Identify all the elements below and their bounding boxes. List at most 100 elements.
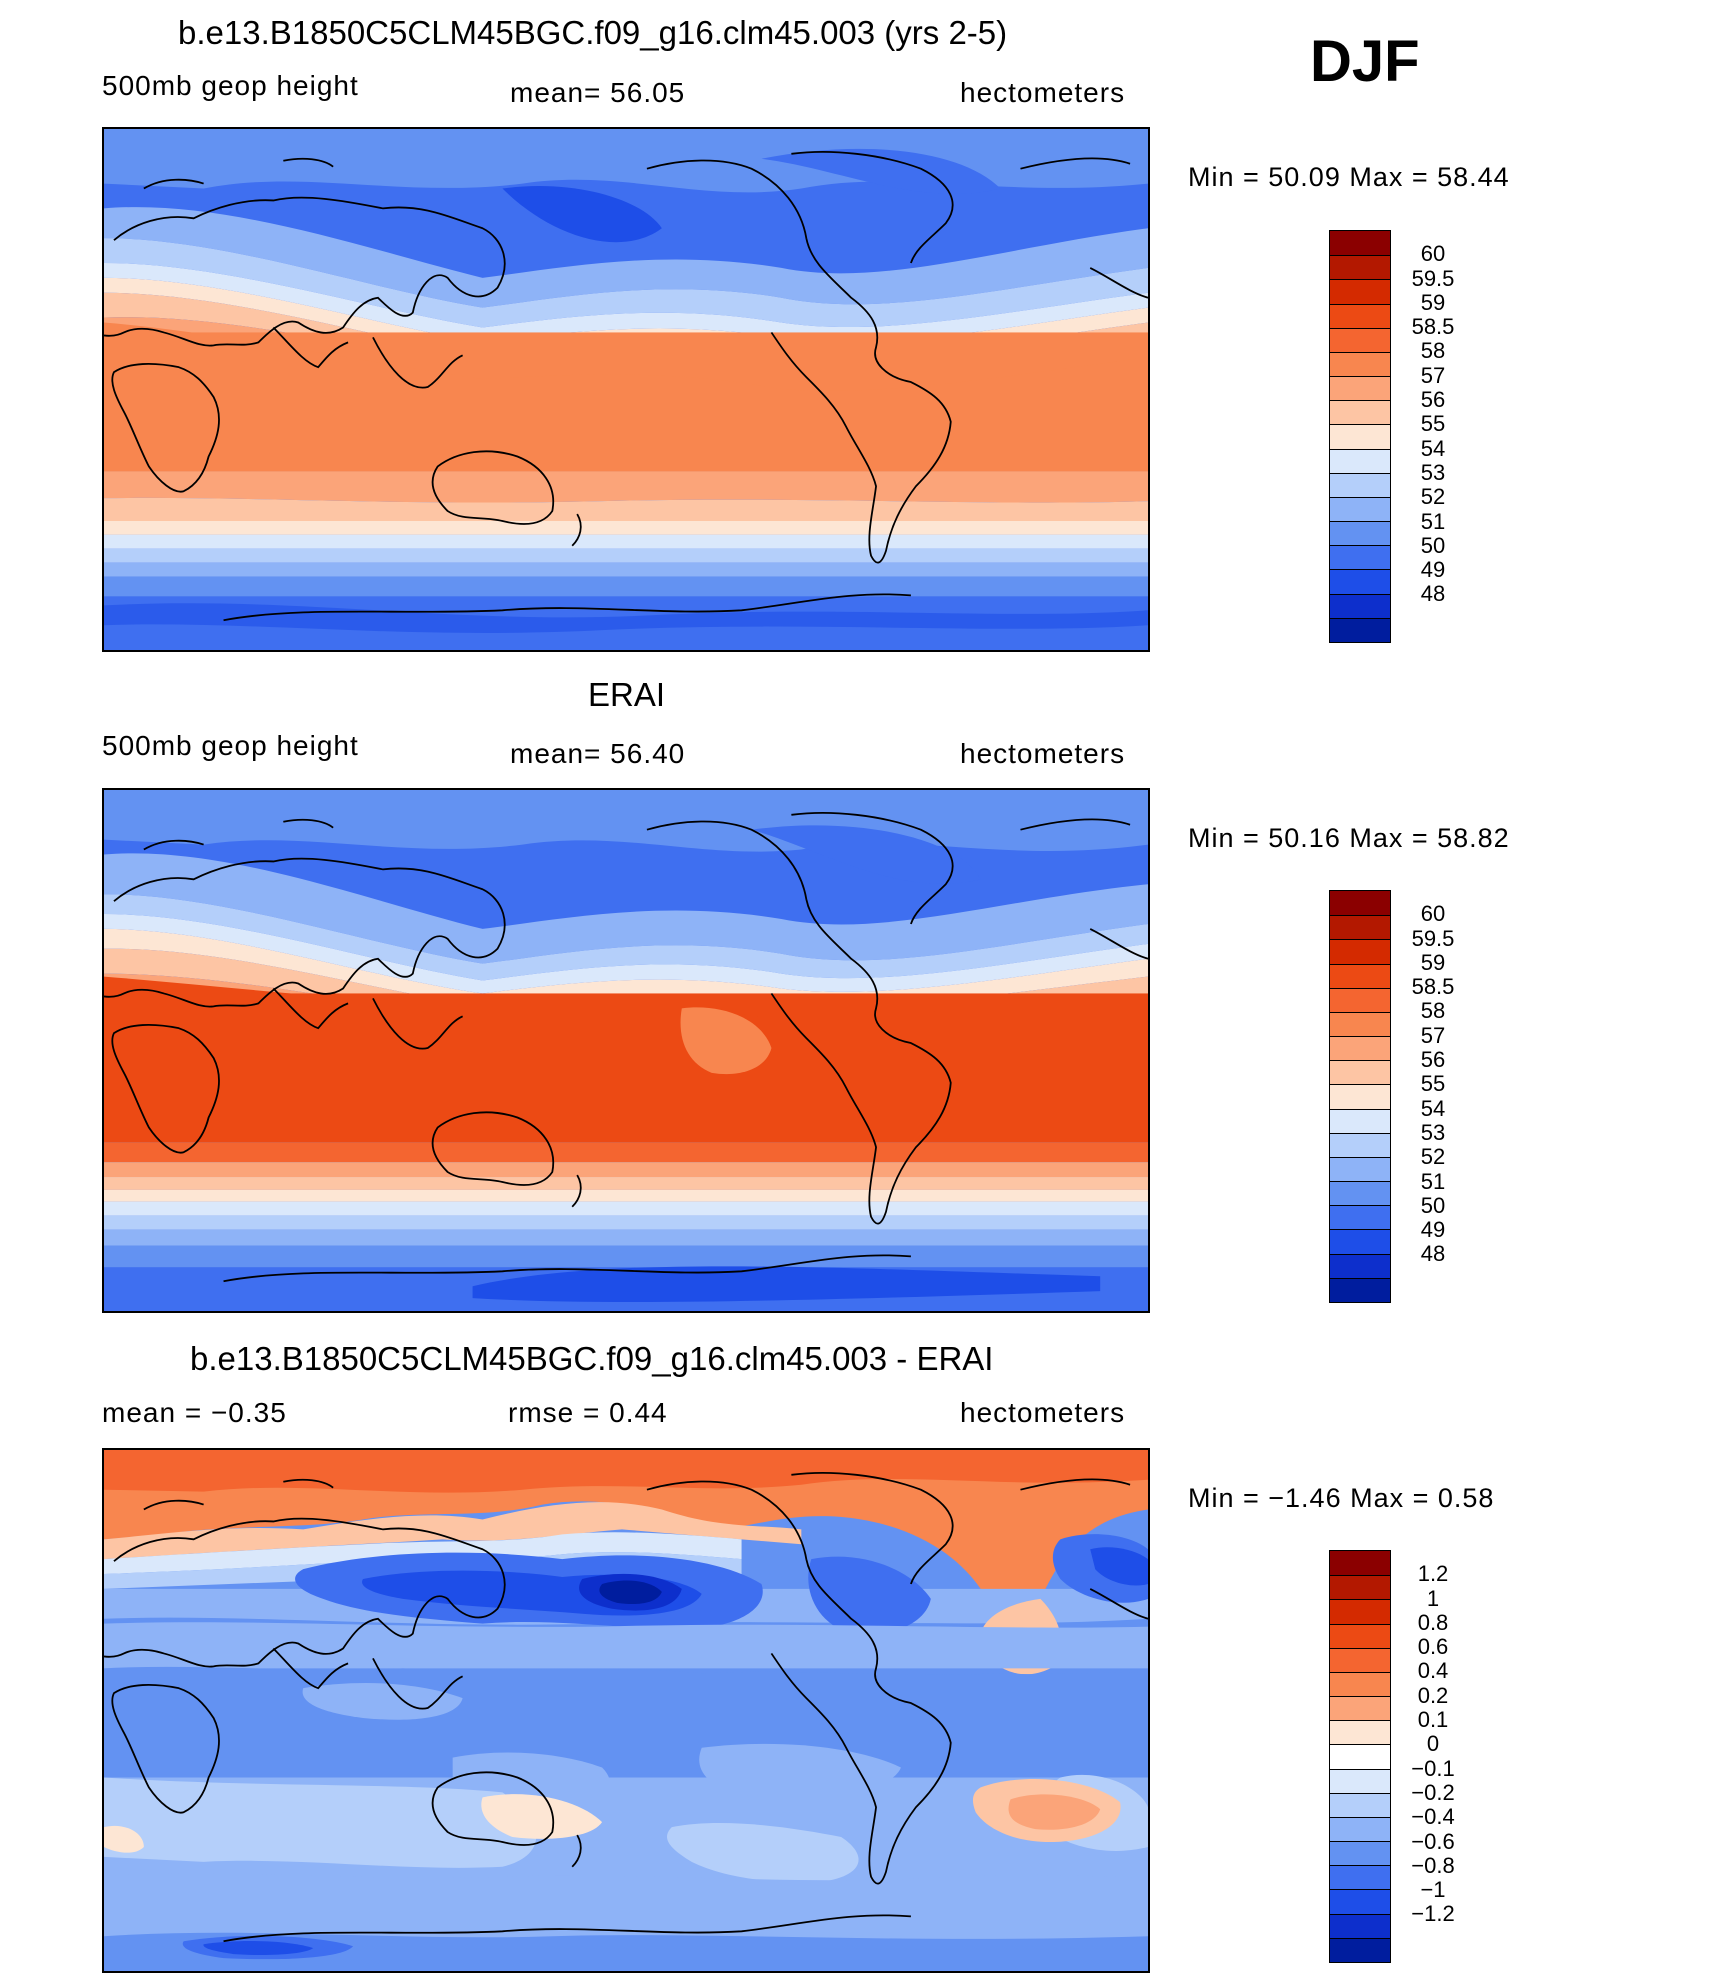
colorbar-swatch bbox=[1330, 303, 1390, 328]
colorbar-label: 58 bbox=[1420, 998, 1446, 1024]
coastlines bbox=[104, 812, 1148, 1283]
colorbar-label: −0.8 bbox=[1411, 1852, 1455, 1878]
colorbar-label: 53 bbox=[1420, 459, 1446, 485]
colorbar-swatch bbox=[1330, 1841, 1390, 1866]
colorbar-swatch bbox=[1330, 1277, 1390, 1302]
panel-1-left-label: 500mb geop height bbox=[102, 70, 359, 101]
colorbar-swatch bbox=[1330, 1671, 1390, 1697]
colorbar-label: 54 bbox=[1420, 435, 1446, 461]
colorbar-label: 0.2 bbox=[1417, 1682, 1449, 1708]
colorbar-swatch bbox=[1330, 593, 1390, 618]
panel-1-map bbox=[102, 127, 1150, 652]
panel-1-minmax: Min = 50.09 Max = 58.44 bbox=[1188, 162, 1510, 192]
colorbar-label: −1 bbox=[1420, 1877, 1446, 1903]
colorbar-label: 54 bbox=[1420, 1095, 1446, 1121]
panel-3-mean: mean = −0.35 bbox=[102, 1397, 287, 1428]
colorbar-swatch bbox=[1330, 987, 1390, 1012]
colorbar-swatch bbox=[1330, 1937, 1390, 1962]
colorbar-label: 49 bbox=[1420, 557, 1446, 583]
panel-1-title: b.e13.B1850C5CLM45BGC.f09_g16.clm45.003 … bbox=[178, 14, 1008, 51]
colorbar-swatch bbox=[1330, 1084, 1390, 1109]
colorbar-swatch bbox=[1330, 1744, 1390, 1769]
colorbar-swatch bbox=[1330, 231, 1390, 256]
colorbar-swatch bbox=[1330, 1575, 1390, 1600]
colorbar-swatch bbox=[1330, 1205, 1390, 1230]
colorbar-label: 0.4 bbox=[1417, 1658, 1449, 1684]
panel-3-units: hectometers bbox=[960, 1397, 1126, 1428]
colorbar-swatch bbox=[1330, 351, 1390, 377]
colorbar-label: −0.1 bbox=[1411, 1755, 1455, 1781]
colorbar-swatch bbox=[1330, 545, 1390, 570]
colorbar-label: −0.4 bbox=[1411, 1804, 1455, 1830]
colorbar-label: 0 bbox=[1426, 1731, 1440, 1757]
season-label: DJF bbox=[1310, 29, 1420, 94]
colorbar-swatch bbox=[1330, 1913, 1390, 1938]
colorbar-swatch bbox=[1330, 424, 1390, 449]
colorbar-swatch bbox=[1330, 521, 1390, 546]
colorbar-swatch bbox=[1330, 569, 1390, 594]
panel-2-title: ERAI bbox=[588, 676, 666, 713]
colorbar-swatch bbox=[1330, 255, 1390, 280]
colorbar-label: 50 bbox=[1420, 1192, 1446, 1218]
colorbar-swatch bbox=[1330, 1720, 1390, 1745]
colorbar-label: 60 bbox=[1420, 241, 1446, 267]
colorbar-label: 57 bbox=[1420, 362, 1446, 388]
colorbar-label: 55 bbox=[1420, 411, 1446, 437]
panel-3-contour-field bbox=[104, 1450, 1148, 1971]
panel-2-mean: mean= 56.40 bbox=[510, 738, 686, 769]
colorbar-swatch bbox=[1330, 1696, 1390, 1721]
panel-1-units: hectometers bbox=[960, 77, 1126, 108]
colorbar-label: 48 bbox=[1420, 1241, 1446, 1267]
colorbar-label: 59 bbox=[1420, 949, 1446, 975]
colorbar-label: 58.5 bbox=[1411, 314, 1455, 340]
panel-1-mean: mean= 56.05 bbox=[510, 77, 686, 108]
colorbar-label: 1.2 bbox=[1417, 1561, 1449, 1587]
panel-3-colorbar bbox=[1329, 1550, 1391, 1963]
colorbar-label: 52 bbox=[1420, 1144, 1446, 1170]
colorbar-label: 60 bbox=[1420, 901, 1446, 927]
colorbar-label: 0.8 bbox=[1417, 1609, 1449, 1635]
colorbar-label: 49 bbox=[1420, 1217, 1446, 1243]
colorbar-swatch bbox=[1330, 939, 1390, 964]
colorbar-swatch bbox=[1330, 1011, 1390, 1037]
colorbar-swatch bbox=[1330, 1156, 1390, 1182]
colorbar-swatch bbox=[1330, 448, 1390, 473]
colorbar-swatch bbox=[1330, 1551, 1390, 1576]
colorbar-label: 59.5 bbox=[1411, 925, 1455, 951]
colorbar-swatch bbox=[1330, 915, 1390, 940]
panel-2-colorbar bbox=[1329, 890, 1391, 1303]
colorbar-swatch bbox=[1330, 1816, 1390, 1842]
panel-3-minmax: Min = −1.46 Max = 0.58 bbox=[1188, 1483, 1495, 1513]
colorbar-label: 58.5 bbox=[1411, 974, 1455, 1000]
colorbar-label: 0.1 bbox=[1417, 1707, 1449, 1733]
colorbar-swatch bbox=[1330, 327, 1390, 352]
colorbar-label: −1.2 bbox=[1411, 1901, 1455, 1927]
colorbar-swatch bbox=[1330, 1229, 1390, 1254]
colorbar-swatch bbox=[1330, 1132, 1390, 1157]
colorbar-label: 59 bbox=[1420, 289, 1446, 315]
coastlines bbox=[104, 1472, 1148, 1943]
panel-3-map bbox=[102, 1448, 1150, 1973]
colorbar-swatch bbox=[1330, 1599, 1390, 1624]
panel-2-contour-field bbox=[104, 790, 1148, 1311]
colorbar-swatch bbox=[1330, 1647, 1390, 1672]
coastlines bbox=[104, 151, 1148, 622]
colorbar-label: 53 bbox=[1420, 1119, 1446, 1145]
colorbar-label: 51 bbox=[1420, 508, 1446, 534]
colorbar-label: 50 bbox=[1420, 532, 1446, 558]
colorbar-label: 56 bbox=[1420, 1047, 1446, 1073]
colorbar-swatch bbox=[1330, 496, 1390, 522]
colorbar-swatch bbox=[1330, 279, 1390, 304]
colorbar-label: −0.2 bbox=[1411, 1779, 1455, 1805]
colorbar-swatch bbox=[1330, 1792, 1390, 1817]
colorbar-swatch bbox=[1330, 472, 1390, 497]
colorbar-swatch bbox=[1330, 1108, 1390, 1133]
panel-3-rmse: rmse = 0.44 bbox=[508, 1397, 668, 1428]
panel-2-map bbox=[102, 788, 1150, 1313]
colorbar-swatch bbox=[1330, 1253, 1390, 1278]
colorbar-swatch bbox=[1330, 1768, 1390, 1793]
panel-2-units: hectometers bbox=[960, 738, 1126, 769]
colorbar-label: 52 bbox=[1420, 484, 1446, 510]
panel-1-colorbar-segments bbox=[1330, 231, 1390, 642]
colorbar-label: 56 bbox=[1420, 387, 1446, 413]
